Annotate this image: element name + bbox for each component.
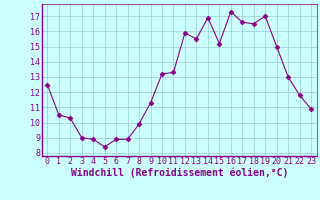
X-axis label: Windchill (Refroidissement éolien,°C): Windchill (Refroidissement éolien,°C) <box>70 168 288 178</box>
